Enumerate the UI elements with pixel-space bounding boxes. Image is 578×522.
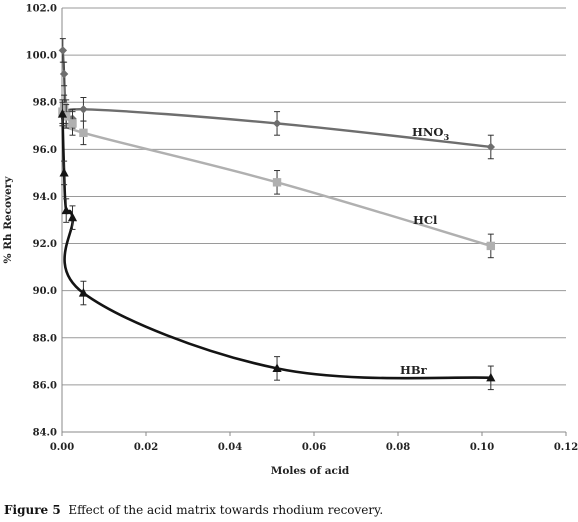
series-label: HCl	[413, 213, 438, 227]
data-point	[78, 288, 89, 297]
tick-labels: 84.0 86.0 88.0 90.0 92.0 94.0 96.0 98.0 100.0 102…	[26, 4, 578, 454]
series-line	[61, 113, 491, 380]
figure-caption-text: Effect of the acid matrix towards rhodiu…	[68, 503, 384, 517]
x-tick-label: 0.00	[50, 442, 74, 453]
x-axis-title: Moles of acid	[271, 465, 350, 477]
y-tick-label: 92.0	[33, 239, 57, 250]
series: HNO3 HCl HBr	[57, 38, 496, 391]
x-tick-label: 0.02	[134, 442, 158, 453]
data-point	[79, 128, 88, 138]
data-point	[272, 119, 282, 128]
x-tick-label: 0.10	[470, 442, 494, 453]
figure-caption-label: Figure 5	[4, 503, 61, 517]
data-point	[67, 212, 78, 222]
series-label: HBr	[400, 363, 428, 377]
data-point	[272, 363, 282, 372]
data-point	[79, 105, 88, 114]
y-tick-label: 96.0	[33, 145, 57, 156]
data-point	[59, 69, 69, 79]
y-tick-label: 86.0	[33, 380, 57, 391]
y-tick-label: 84.0	[33, 428, 57, 439]
series-hbr: HBr	[57, 101, 496, 391]
data-point	[486, 142, 496, 152]
y-tick-label: 94.0	[33, 192, 57, 203]
data-point	[59, 167, 69, 177]
y-tick-label: 100.0	[26, 51, 57, 62]
data-point	[61, 205, 71, 215]
data-point	[486, 372, 496, 382]
axes	[61, 8, 567, 436]
y-axis-title: % Rh Recovery	[2, 176, 14, 264]
data-point	[58, 46, 68, 55]
figure-caption: Figure 5 Effect of the acid matrix towar…	[4, 503, 383, 517]
x-tick-label: 0.04	[218, 442, 242, 453]
data-point	[59, 102, 69, 112]
y-tick-label: 102.0	[26, 4, 57, 15]
x-tick-label: 0.06	[302, 442, 326, 453]
data-point	[68, 119, 77, 128]
y-tick-label: 88.0	[33, 333, 57, 344]
x-tick-label: 0.12	[554, 442, 578, 453]
data-point	[57, 109, 68, 118]
x-tick-label: 0.08	[386, 442, 410, 453]
data-point	[272, 178, 282, 187]
y-tick-label: 90.0	[33, 286, 57, 297]
chart: 84.0 86.0 88.0 90.0 92.0 94.0 96.0 98.0 100.0 102…	[2, 4, 578, 478]
y-tick-label: 98.0	[33, 98, 57, 109]
series-hno3: HNO3	[58, 38, 496, 160]
data-point	[486, 241, 496, 251]
series-label: HNO3	[412, 125, 449, 143]
